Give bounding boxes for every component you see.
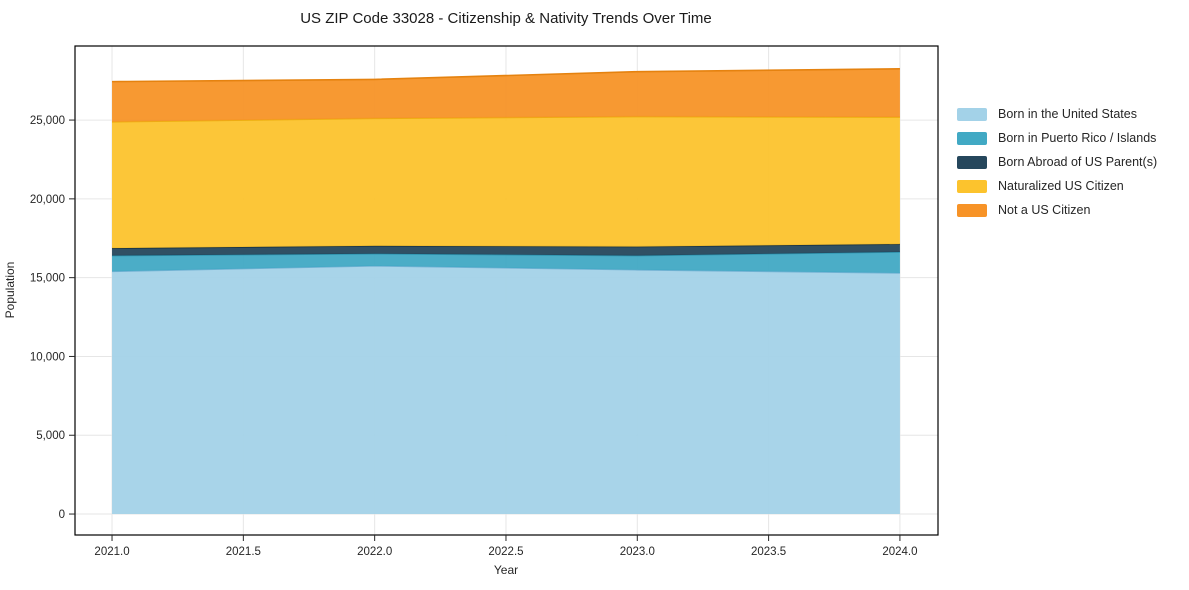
x-tick-label: 2021.0 [94,546,129,558]
legend-item: Not a US Citizen [957,198,1157,222]
area-top-edge [112,68,900,83]
y-tick-label: 0 [59,509,65,521]
y-tick-label: 15,000 [30,273,65,285]
legend-label: Naturalized US Citizen [998,179,1124,193]
legend-item: Born in the United States [957,102,1157,126]
x-axis-ticks: 2021.0 2021.5 2022.0 2022.5 2023.0 2023.5 2024… [94,535,918,558]
x-tick-label: 2022.0 [357,546,392,558]
area-born-in-the-united-states [112,265,900,515]
area-born-in-puerto-rico-islands [112,251,900,273]
area-series [112,68,900,515]
y-axis-title: Population [3,262,17,319]
legend-label: Born Abroad of US Parent(s) [998,155,1158,169]
y-tick-label: 25,000 [30,115,65,127]
legend-item: Born Abroad of US Parent(s) [957,150,1157,174]
legend-label: Born in the United States [998,107,1137,121]
y-tick-label: 20,000 [30,194,65,206]
x-tick-label: 2022.5 [488,546,523,558]
legend-swatch [957,131,987,145]
chart-title: US ZIP Code 33028 - Citizenship & Nativi… [300,10,712,27]
chart-legend: Born in the United States Born in Puerto… [957,102,1157,222]
legend-label: Not a US Citizen [998,203,1091,217]
y-tick-label: 10,000 [30,351,65,363]
y-axis-ticks: 0 5,000 10,000 15,000 20,000 25,000 [30,115,75,521]
legend-item: Naturalized US Citizen [957,174,1157,198]
legend-swatch [957,203,987,217]
x-tick-label: 2023.0 [620,546,655,558]
x-tick-label: 2023.5 [751,546,786,558]
legend-swatch [957,179,987,193]
legend-item: Born in Puerto Rico / Islands [957,126,1157,150]
plot-border [74,45,939,536]
x-tick-label: 2021.5 [226,546,261,558]
legend-swatch [957,107,987,121]
y-tick-label: 5,000 [36,430,65,442]
x-axis-title: Year [494,563,518,577]
legend-swatch [957,155,987,169]
x-tick-label: 2024.0 [882,546,917,558]
area-naturalized-us-citizen [112,116,900,249]
area-top-edge [112,115,900,123]
legend-label: Born in Puerto Rico / Islands [998,131,1157,145]
area-not-a-us-citizen [112,68,900,122]
